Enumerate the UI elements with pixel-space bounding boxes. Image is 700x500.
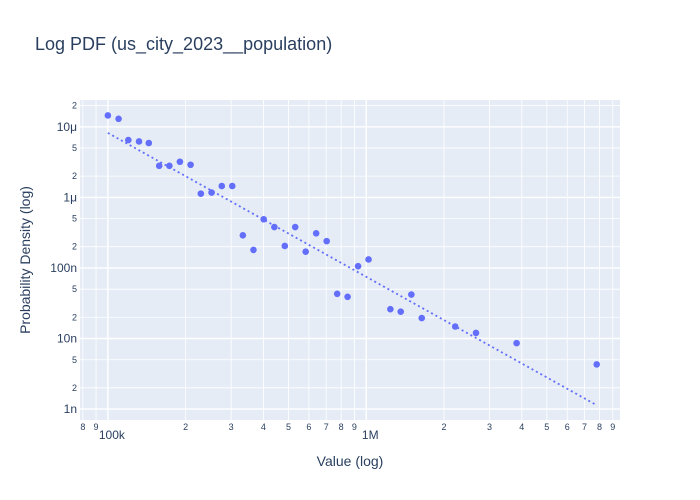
data-point [218, 182, 226, 190]
data-point [344, 293, 351, 301]
y-tick-label: 2 [72, 171, 77, 181]
y-tick-label: 10μ [57, 120, 77, 134]
data-point [250, 246, 257, 254]
x-tick-label: 1M [362, 428, 379, 442]
y-axis-ticks: 2 5 2 5 2 5 2 5 2 1n 10n 100n 1μ 10μ [50, 101, 77, 416]
x-tick-label: 5 [286, 422, 291, 432]
x-tick-label: 2 [183, 422, 188, 432]
x-tick-label: 4 [261, 422, 266, 432]
data-points [104, 112, 601, 368]
y-tick-label: 1μ [63, 190, 77, 204]
data-point [281, 242, 289, 250]
x-tick-label: 7 [582, 422, 587, 432]
data-point [104, 112, 112, 119]
chart-title: Log PDF (us_city_2023__population) [35, 34, 332, 55]
x-tick-label: 9 [610, 422, 615, 432]
y-tick-label: 2 [72, 312, 77, 322]
y-tick-label: 5 [72, 143, 77, 153]
data-point [397, 308, 405, 315]
x-tick-label: 3 [229, 422, 234, 432]
data-point [451, 323, 459, 330]
fit-line-layer [107, 132, 597, 406]
data-point [197, 190, 205, 197]
data-point [354, 262, 362, 270]
data-point [145, 139, 153, 147]
data-point [302, 248, 309, 255]
data-point [239, 232, 247, 239]
data-point [208, 189, 215, 196]
data-point [333, 290, 341, 298]
y-axis-title: Probability Density (log) [17, 186, 33, 334]
grid-lines [80, 100, 620, 420]
data-point [593, 361, 601, 368]
x-tick-label: 100k [99, 428, 126, 442]
data-point [125, 136, 132, 144]
y-tick-label: 2 [72, 101, 77, 111]
data-point [387, 305, 394, 313]
data-point [166, 162, 173, 170]
x-tick-label: 9 [94, 422, 99, 432]
y-tick-label: 5 [72, 355, 77, 365]
x-tick-label: 7 [324, 422, 329, 432]
data-point [513, 339, 520, 347]
x-tick-label: 5 [544, 422, 549, 432]
data-point [472, 329, 480, 337]
y-tick-label: 5 [72, 214, 77, 224]
data-point [312, 229, 320, 237]
data-point [291, 223, 299, 231]
y-tick-label: 1n [64, 402, 77, 416]
data-point [418, 314, 426, 322]
data-point [115, 115, 122, 123]
x-tick-label: 8 [597, 422, 602, 432]
fit-line [107, 132, 597, 406]
x-tick-label: 6 [565, 422, 570, 432]
data-point [176, 158, 184, 166]
y-tick-label: 100n [50, 261, 77, 275]
data-point [323, 237, 330, 245]
x-tick-label: 3 [487, 422, 492, 432]
x-axis-title: Value (log) [317, 453, 384, 469]
x-tick-label: 4 [519, 422, 524, 432]
data-point [408, 291, 415, 298]
data-point [260, 215, 268, 223]
x-tick-label: 2 [441, 422, 446, 432]
data-point [135, 138, 143, 145]
plot-area [80, 100, 620, 420]
data-point [271, 223, 278, 231]
data-point [155, 162, 163, 170]
data-point [187, 161, 194, 169]
y-tick-label: 5 [72, 284, 77, 294]
x-tick-label: 6 [306, 422, 311, 432]
y-tick-label: 10n [57, 332, 77, 346]
data-point [365, 256, 372, 263]
x-tick-label: 8 [80, 422, 85, 432]
data-point [228, 182, 236, 190]
x-tick-label: 9 [352, 422, 357, 432]
y-tick-label: 2 [72, 383, 77, 393]
x-tick-label: 8 [339, 422, 344, 432]
y-tick-label: 2 [72, 242, 77, 252]
